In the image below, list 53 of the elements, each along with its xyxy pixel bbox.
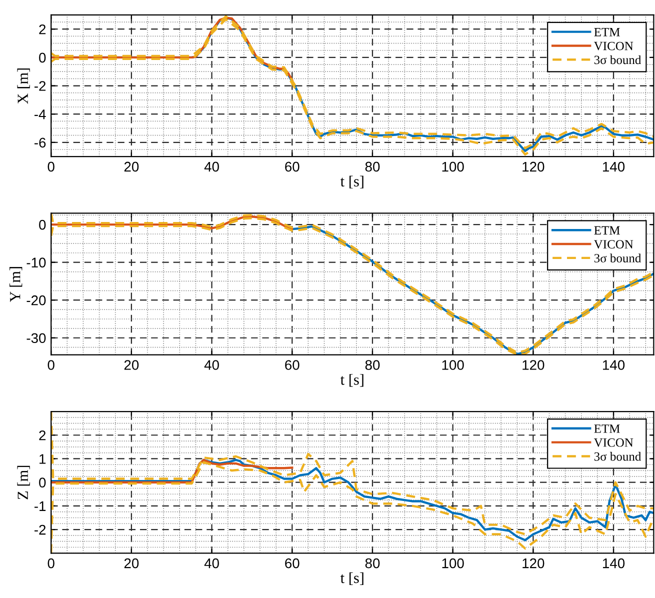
legend-label: VICON — [594, 240, 634, 249]
x-tick-label: 0 — [48, 162, 54, 172]
y-tick-label: -10 — [26, 258, 46, 268]
y-axis-title: Z [m] — [17, 466, 30, 500]
legend-label: VICON — [594, 42, 634, 50]
y-tick-label: -30 — [26, 333, 46, 344]
legend-label: ETM — [594, 226, 620, 234]
x-axis-title: t [s] — [340, 176, 364, 188]
x-tick-label: 80 — [365, 360, 380, 370]
x-tick-label: 40 — [204, 162, 219, 172]
y-tick-label: 2 — [39, 430, 46, 440]
x-tick-label: 20 — [124, 558, 139, 568]
x-tick-label: 20 — [124, 162, 139, 172]
x-tick-label: 140 — [602, 360, 625, 370]
x-tick-label: 40 — [204, 360, 219, 370]
x-tick-label: 60 — [285, 162, 300, 172]
legend-label: VICON — [594, 438, 634, 447]
x-tick-label: 140 — [602, 162, 625, 172]
x-tick-label: 140 — [602, 558, 625, 568]
legend-label: ETM — [594, 28, 620, 36]
y-tick-label: -20 — [26, 295, 46, 306]
y-tick-label: 0 — [39, 220, 46, 230]
x-tick-label: 40 — [204, 558, 219, 568]
x-tick-label: 120 — [522, 558, 544, 568]
x-axis-title: t [s] — [340, 374, 364, 387]
legend-label: 3σ bound — [594, 452, 642, 461]
y-tick-label: -2 — [34, 81, 46, 91]
y-tick-label: 2 — [39, 24, 46, 34]
x-tick-label: 80 — [365, 558, 380, 568]
x-tick-label: 20 — [124, 360, 139, 370]
legend-label: 3σ bound — [594, 254, 642, 262]
x-tick-label: 0 — [48, 558, 54, 568]
y-tick-label: 0 — [39, 478, 46, 488]
x-tick-label: 100 — [442, 558, 464, 568]
y-axis-title: Y [m] — [10, 267, 22, 302]
x-axis-title: t [s] — [340, 572, 364, 585]
legend-label: ETM — [594, 424, 620, 433]
y-tick-label: -2 — [34, 524, 46, 535]
x-tick-label: 60 — [285, 360, 300, 370]
y-axis-title: X [m] — [17, 68, 30, 104]
x-tick-label: 120 — [522, 162, 544, 172]
y-tick-label: -4 — [34, 110, 46, 120]
x-tick-label: 120 — [522, 360, 544, 370]
x-tick-label: 100 — [442, 360, 464, 370]
x-tick-label: 60 — [285, 558, 300, 568]
y-tick-label: -6 — [34, 138, 46, 148]
x-tick-label: 80 — [365, 162, 380, 172]
legend-label: 3σ bound — [594, 55, 642, 64]
y-tick-label: 1 — [40, 454, 46, 464]
x-tick-label: 0 — [48, 360, 54, 370]
y-tick-label: 0 — [39, 52, 46, 63]
y-tick-label: -1 — [34, 501, 46, 511]
x-tick-label: 100 — [442, 162, 464, 172]
